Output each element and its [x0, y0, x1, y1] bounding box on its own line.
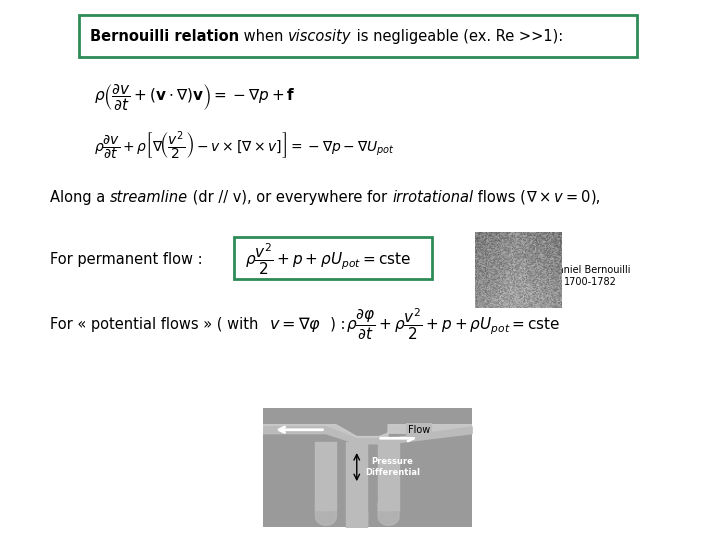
Text: For « potential flows » ( with: For « potential flows » ( with: [50, 316, 258, 332]
Text: $v = \nabla\varphi$: $v = \nabla\varphi$: [258, 314, 321, 334]
Text: $\rho\dfrac{\partial v}{\partial t} + \rho\left[\nabla\!\left(\dfrac{v^2}{2}\rig: $\rho\dfrac{\partial v}{\partial t} + \r…: [94, 129, 395, 163]
Text: Flow: Flow: [408, 425, 431, 435]
Text: (dr // v), or everywhere for: (dr // v), or everywhere for: [189, 190, 392, 205]
Text: when: when: [239, 29, 288, 44]
Text: streamline: streamline: [110, 190, 189, 205]
Text: irrotational: irrotational: [392, 190, 473, 205]
Text: viscosity: viscosity: [288, 29, 351, 44]
Text: Along a: Along a: [50, 190, 110, 205]
Text: $\rho\dfrac{\partial\varphi}{\partial t} + \rho\dfrac{v^2}{2} + p + \rho U_{pot}: $\rho\dfrac{\partial\varphi}{\partial t}…: [346, 306, 560, 342]
Text: ) :: ) :: [321, 316, 346, 332]
Text: flows (: flows (: [473, 190, 526, 205]
FancyBboxPatch shape: [234, 237, 432, 279]
Polygon shape: [263, 408, 472, 526]
Text: 1700-1782: 1700-1782: [564, 277, 617, 287]
Text: Daniel Bernouilli: Daniel Bernouilli: [550, 265, 631, 275]
Text: ),: ),: [591, 190, 601, 205]
Text: Bernouilli relation: Bernouilli relation: [90, 29, 239, 44]
Text: $\nabla\times v = 0$: $\nabla\times v = 0$: [526, 189, 591, 205]
Polygon shape: [263, 424, 472, 445]
FancyBboxPatch shape: [79, 15, 637, 57]
Text: is negligeable (ex. Re >>1):: is negligeable (ex. Re >>1):: [351, 29, 563, 44]
Text: Pressure
Differential: Pressure Differential: [365, 457, 420, 477]
Text: For permanent flow :: For permanent flow :: [50, 252, 207, 267]
Text: $\rho\dfrac{v^2}{2} + p + \rho U_{pot} = \mathrm{cste}$: $\rho\dfrac{v^2}{2} + p + \rho U_{pot} =…: [245, 241, 410, 277]
Text: $\rho\left(\dfrac{\partial v}{\partial t} + (\mathbf{v}\cdot\nabla)\mathbf{v}\ri: $\rho\left(\dfrac{\partial v}{\partial t…: [94, 82, 295, 112]
